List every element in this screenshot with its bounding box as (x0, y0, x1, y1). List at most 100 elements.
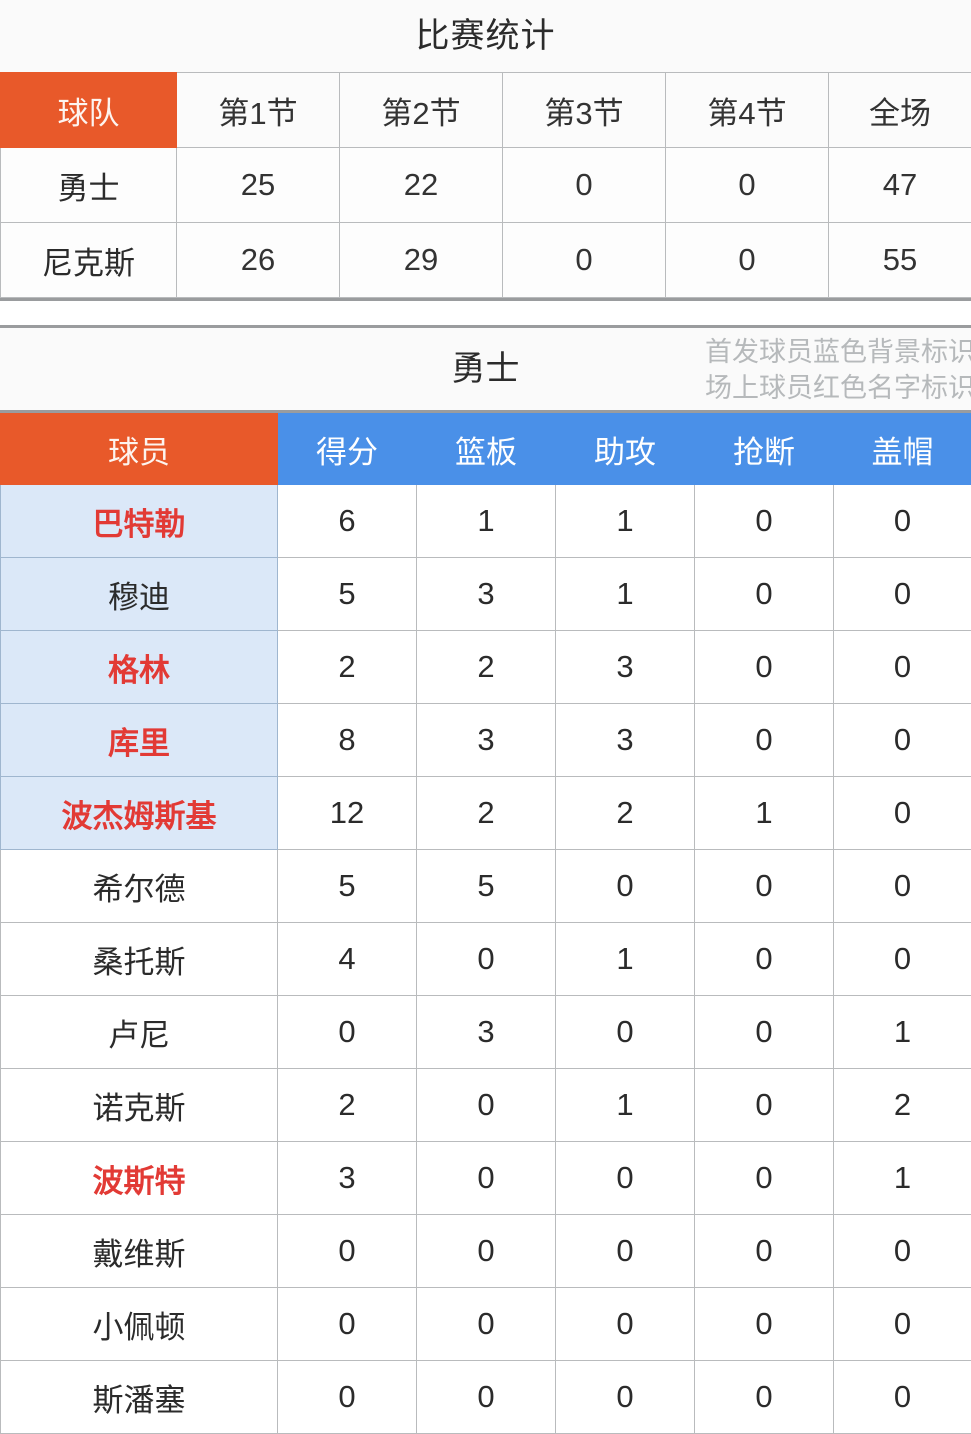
steals-cell: 0 (695, 1142, 834, 1215)
quarter-score-table: 球队 第1节 第2节 第3节 第4节 全场 勇士 25 22 0 0 47 尼克… (0, 72, 971, 298)
player-name-cell[interactable]: 斯潘塞 (1, 1361, 278, 1434)
player-name-cell[interactable]: 格林 (1, 631, 278, 704)
player-name-cell[interactable]: 库里 (1, 704, 278, 777)
player-table-header-row: 球员 得分 篮板 助攻 抢断 盖帽 (1, 414, 971, 485)
blocks-cell: 0 (834, 1361, 971, 1434)
rebounds-cell: 3 (417, 558, 556, 631)
rebounds-cell: 3 (417, 996, 556, 1069)
q3-cell: 0 (503, 223, 666, 298)
blocks-cell: 0 (834, 923, 971, 996)
assists-cell: 1 (556, 558, 695, 631)
column-header-q3: 第3节 (503, 73, 666, 148)
q3-cell: 0 (503, 148, 666, 223)
game-stats-section: 比赛统计 球队 第1节 第2节 第3节 第4节 全场 勇士 25 22 0 0 … (0, 0, 971, 298)
assists-cell: 0 (556, 996, 695, 1069)
column-header-blocks: 盖帽 (834, 414, 971, 485)
player-name-cell[interactable]: 诺克斯 (1, 1069, 278, 1142)
column-header-rebounds: 篮板 (417, 414, 556, 485)
column-header-steals: 抢断 (695, 414, 834, 485)
player-name-cell[interactable]: 波杰姆斯基 (1, 777, 278, 850)
assists-cell: 0 (556, 1215, 695, 1288)
column-header-points: 得分 (278, 414, 417, 485)
blocks-cell: 1 (834, 1142, 971, 1215)
team-name-cell: 勇士 (1, 148, 177, 223)
assists-cell: 3 (556, 704, 695, 777)
points-cell: 3 (278, 1142, 417, 1215)
legend-note: 首发球员蓝色背景标识 场上球员红色名字标识 (683, 334, 971, 406)
player-name-cell[interactable]: 桑托斯 (1, 923, 278, 996)
player-name-cell[interactable]: 希尔德 (1, 850, 278, 923)
steals-cell: 0 (695, 996, 834, 1069)
rebounds-cell: 0 (417, 1142, 556, 1215)
q4-cell: 0 (666, 223, 829, 298)
steals-cell: 1 (695, 777, 834, 850)
total-cell: 55 (829, 223, 971, 298)
column-header-q4: 第4节 (666, 73, 829, 148)
q1-cell: 25 (177, 148, 340, 223)
column-header-q2: 第2节 (340, 73, 503, 148)
player-name-cell[interactable]: 巴特勒 (1, 485, 278, 558)
rebounds-cell: 1 (417, 485, 556, 558)
assists-cell: 1 (556, 923, 695, 996)
q4-cell: 0 (666, 148, 829, 223)
page-title: 比赛统计 (0, 0, 971, 72)
steals-cell: 0 (695, 631, 834, 704)
assists-cell: 0 (556, 1288, 695, 1361)
steals-cell: 0 (695, 1288, 834, 1361)
rebounds-cell: 0 (417, 1215, 556, 1288)
quarter-table-header-row: 球队 第1节 第2节 第3节 第4节 全场 (1, 73, 971, 148)
steals-cell: 0 (695, 923, 834, 996)
points-cell: 12 (278, 777, 417, 850)
player-name-cell[interactable]: 小佩顿 (1, 1288, 278, 1361)
points-cell: 0 (278, 1361, 417, 1434)
player-name-cell[interactable]: 波斯特 (1, 1142, 278, 1215)
blocks-cell: 0 (834, 1215, 971, 1288)
rebounds-cell: 3 (417, 704, 556, 777)
q2-cell: 29 (340, 223, 503, 298)
player-name-cell[interactable]: 穆迪 (1, 558, 278, 631)
steals-cell: 0 (695, 704, 834, 777)
steals-cell: 0 (695, 485, 834, 558)
blocks-cell: 0 (834, 704, 971, 777)
player-name-cell[interactable]: 戴维斯 (1, 1215, 278, 1288)
rebounds-cell: 0 (417, 923, 556, 996)
steals-cell: 0 (695, 558, 834, 631)
points-cell: 0 (278, 996, 417, 1069)
steals-cell: 0 (695, 850, 834, 923)
blocks-cell: 2 (834, 1069, 971, 1142)
points-cell: 4 (278, 923, 417, 996)
legend-line-oncourt: 场上球员红色名字标识 (683, 370, 971, 406)
points-cell: 2 (278, 631, 417, 704)
table-row: 尼克斯 26 29 0 0 55 (1, 223, 971, 298)
points-cell: 0 (278, 1288, 417, 1361)
steals-cell: 0 (695, 1069, 834, 1142)
rebounds-cell: 5 (417, 850, 556, 923)
assists-cell: 1 (556, 1069, 695, 1142)
player-name-cell[interactable]: 卢尼 (1, 996, 278, 1069)
rebounds-cell: 0 (417, 1288, 556, 1361)
points-cell: 0 (278, 1215, 417, 1288)
assists-cell: 2 (556, 777, 695, 850)
points-cell: 8 (278, 704, 417, 777)
total-cell: 47 (829, 148, 971, 223)
column-header-total: 全场 (829, 73, 971, 148)
points-cell: 5 (278, 850, 417, 923)
rebounds-cell: 2 (417, 631, 556, 704)
rebounds-cell: 2 (417, 777, 556, 850)
rebounds-cell: 0 (417, 1361, 556, 1434)
blocks-cell: 0 (834, 777, 971, 850)
legend-line-starter: 首发球员蓝色背景标识 (683, 334, 971, 370)
steals-cell: 0 (695, 1215, 834, 1288)
q2-cell: 22 (340, 148, 503, 223)
assists-cell: 1 (556, 485, 695, 558)
assists-cell: 0 (556, 1142, 695, 1215)
